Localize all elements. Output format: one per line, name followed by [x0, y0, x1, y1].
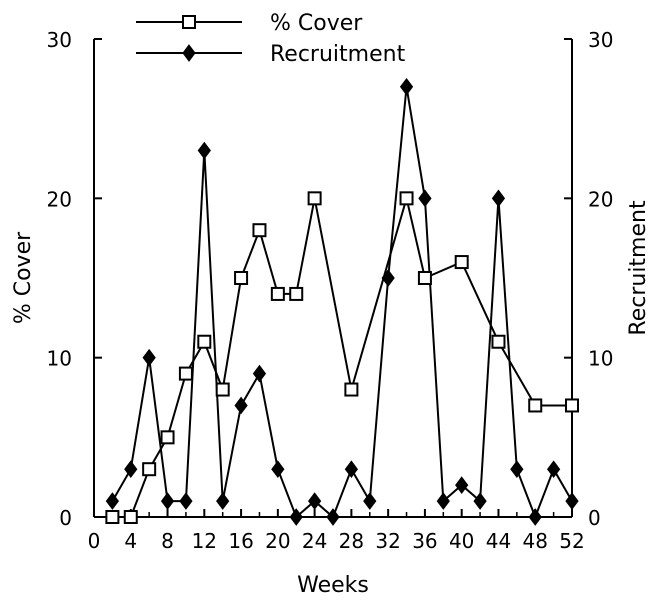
legend-marker	[182, 15, 196, 29]
recruitment-point	[124, 460, 138, 479]
series-lines	[111, 86, 573, 520]
cover-point	[160, 430, 175, 445]
x-tick-label: 48	[523, 529, 548, 553]
y-tick-label-right: 0	[588, 506, 601, 530]
recruitment-point	[216, 492, 230, 510]
recruitment-point	[271, 460, 285, 479]
axes	[93, 39, 573, 518]
cover-point	[454, 255, 469, 270]
recruitment-point	[528, 508, 542, 526]
legend-marker	[182, 44, 196, 62]
x-tick-label: 4	[124, 529, 137, 553]
x-tick-label: 24	[302, 529, 327, 553]
cover-point	[491, 334, 506, 349]
recruitment-point	[179, 492, 193, 510]
cover-point	[289, 286, 304, 301]
x-tick-label: 44	[486, 529, 511, 553]
x-tick-label: 20	[265, 529, 290, 553]
cover-point	[399, 191, 414, 206]
y-axis-label-left: % Cover	[11, 231, 36, 324]
cover-point	[105, 510, 120, 524]
cover-point	[528, 398, 543, 413]
y-tick-label-right: 30	[588, 28, 613, 52]
cover-point	[123, 510, 138, 524]
legend-label: Recruitment	[270, 42, 406, 67]
markers	[105, 77, 579, 526]
recruitment-point	[510, 460, 524, 479]
cover-point	[270, 286, 285, 301]
x-tick-label: 36	[412, 529, 437, 553]
legend: % Cover Recruitment	[136, 11, 406, 67]
cover-point	[252, 223, 267, 238]
recruitment-point	[363, 492, 377, 510]
recruitment-point	[105, 492, 120, 510]
recruitment-point	[418, 189, 432, 208]
y-tick-label-left: 20	[47, 187, 72, 211]
x-tick-label: 0	[88, 529, 101, 553]
recruitment-point	[142, 348, 156, 367]
recruitment-point	[234, 396, 248, 415]
recruitment-point	[565, 492, 579, 510]
y-tick-label-left: 10	[47, 347, 72, 371]
recruitment-point	[455, 476, 469, 494]
x-axis-label: Weeks	[297, 573, 369, 598]
recruitment-point	[473, 492, 487, 510]
cover-point	[565, 398, 579, 413]
x-tick-label: 8	[161, 529, 174, 553]
recruitment-point	[326, 508, 340, 526]
recruitment-point	[344, 460, 359, 479]
recruitment-point	[491, 189, 506, 208]
x-tick-label: 32	[375, 529, 400, 553]
cover-point	[197, 334, 212, 349]
recruitment-point	[252, 364, 267, 383]
recruitment-point	[399, 77, 414, 96]
recruitment-point	[381, 269, 395, 287]
recruitment-point	[197, 141, 211, 160]
cover-point	[307, 191, 322, 206]
cover-point	[234, 271, 249, 285]
y-tick-label-right: 20	[588, 187, 613, 211]
recruitment-point	[289, 508, 303, 526]
cover-line	[112, 194, 572, 518]
y-tick-label-left: 30	[47, 28, 72, 52]
cover-point	[142, 462, 157, 477]
legend-label: % Cover	[270, 11, 363, 36]
cover-point	[215, 382, 230, 397]
recruitment-point	[546, 460, 561, 479]
cover-point	[178, 366, 193, 381]
x-tick-label: 16	[228, 529, 253, 553]
y-tick-label-left: 0	[59, 506, 72, 530]
recruitment-point	[160, 492, 175, 510]
y-axis-label-right: Recruitment	[626, 200, 651, 336]
x-tick-label: 12	[192, 529, 217, 553]
cover-point	[417, 271, 432, 285]
y-tick-label-right: 10	[588, 347, 613, 371]
x-tick-label: 52	[559, 529, 584, 553]
recruitment-point	[436, 492, 450, 510]
recruitment-line	[111, 86, 573, 520]
cover-point	[344, 382, 359, 397]
recruitment-point	[307, 492, 322, 510]
x-tick-label: 28	[339, 529, 364, 553]
x-tick-label: 40	[449, 529, 474, 553]
